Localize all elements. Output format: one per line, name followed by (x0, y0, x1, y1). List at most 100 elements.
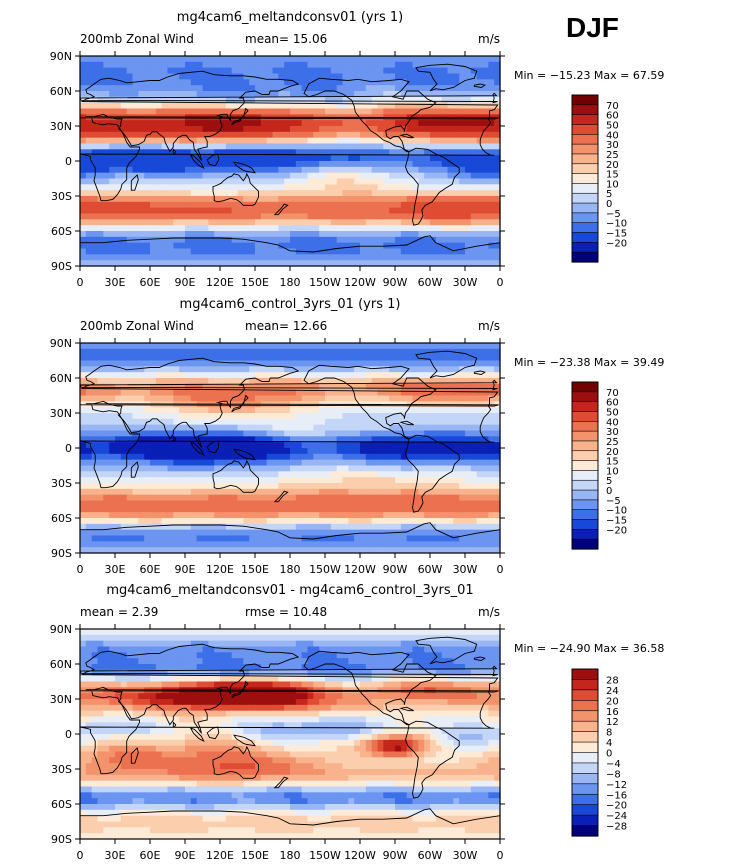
field-cell (365, 108, 373, 115)
field-cell (313, 242, 320, 250)
field-cell (284, 248, 291, 255)
field-cell (231, 207, 239, 215)
field-cell (284, 418, 291, 426)
field-cell (97, 85, 104, 92)
field-cell (120, 56, 128, 63)
field-cell (465, 442, 472, 449)
field-cell (284, 477, 291, 484)
field-cell (85, 395, 93, 402)
field-cell (97, 248, 104, 255)
field-cell (202, 225, 209, 232)
field-cell (330, 149, 338, 156)
field-cell (85, 494, 93, 502)
field-cell (435, 453, 443, 461)
field-cell (214, 225, 221, 232)
field-cell (237, 512, 244, 519)
field-cell (144, 242, 151, 250)
field-cell (348, 442, 355, 449)
field-cell (412, 477, 419, 484)
field-cell (150, 448, 157, 455)
field-cell (424, 372, 431, 379)
field-cell (476, 184, 484, 191)
field-cell (161, 448, 169, 455)
field-cell (155, 91, 163, 98)
field-cell (80, 354, 87, 362)
field-cell (185, 465, 192, 472)
colorbar-label: 40 (606, 130, 619, 141)
field-cell (150, 178, 157, 185)
field-cell (395, 494, 402, 502)
field-cell (447, 442, 454, 449)
field-cell (371, 389, 379, 397)
field-cell (179, 465, 186, 472)
field-cell (430, 79, 437, 86)
field-cell (430, 471, 437, 478)
field-cell (418, 149, 425, 156)
field-cell (255, 126, 262, 133)
field-cell (225, 430, 233, 437)
field-cell (132, 231, 139, 238)
field-cell (325, 196, 332, 203)
field-cell (255, 383, 262, 391)
field-cell (418, 248, 425, 255)
field-cell (179, 448, 186, 455)
field-cell (365, 488, 373, 496)
field-cell (278, 430, 285, 437)
field-cell (155, 383, 163, 391)
field-cell (371, 67, 379, 75)
field-cell (161, 459, 169, 467)
field-cell (395, 213, 402, 220)
field-cell (412, 96, 419, 104)
field-cell (453, 500, 460, 507)
field-cell (214, 488, 221, 496)
field-cell (173, 343, 180, 350)
field-cell (441, 67, 449, 75)
field-cell (103, 506, 110, 513)
field-cell (342, 79, 349, 86)
field-cell (453, 225, 460, 232)
field-cell (330, 389, 338, 397)
field-cell (494, 518, 501, 525)
field-cell (272, 343, 279, 350)
field-cell (202, 137, 209, 145)
field-cell (476, 219, 484, 226)
field-cell (365, 506, 373, 513)
field-cell (295, 178, 303, 185)
field-cell (430, 91, 437, 98)
field-cell (284, 523, 291, 531)
field-cell (208, 137, 215, 145)
field-cell (389, 85, 396, 92)
field-cell (470, 254, 478, 261)
field-cell (214, 366, 221, 373)
field-cell (400, 389, 408, 397)
field-cell (249, 108, 256, 115)
field-cell (138, 471, 145, 478)
field-cell (208, 442, 215, 449)
field-cell (400, 448, 408, 455)
field-cell (447, 383, 454, 391)
field-cell (377, 73, 384, 80)
field-cell (494, 483, 501, 490)
field-cell (488, 436, 495, 443)
field-cell (208, 343, 215, 350)
field-cell (459, 131, 466, 139)
field-cell (470, 418, 478, 426)
field-cell (155, 61, 163, 69)
field-cell (395, 360, 402, 367)
field-cell (97, 56, 104, 63)
field-cell (342, 254, 349, 261)
field-cell (85, 442, 93, 449)
field-cell (91, 360, 99, 367)
field-cell (307, 108, 314, 115)
field-cell (435, 161, 443, 168)
field-cell (470, 436, 478, 443)
y-tick-label: 60S (51, 225, 72, 238)
field-cell (185, 166, 192, 174)
field-cell (290, 73, 297, 80)
field-cell (196, 413, 204, 420)
field-cell (103, 494, 110, 502)
field-cell (295, 523, 303, 531)
field-cell (103, 108, 110, 115)
field-cell (325, 494, 332, 502)
field-cell (120, 143, 128, 150)
